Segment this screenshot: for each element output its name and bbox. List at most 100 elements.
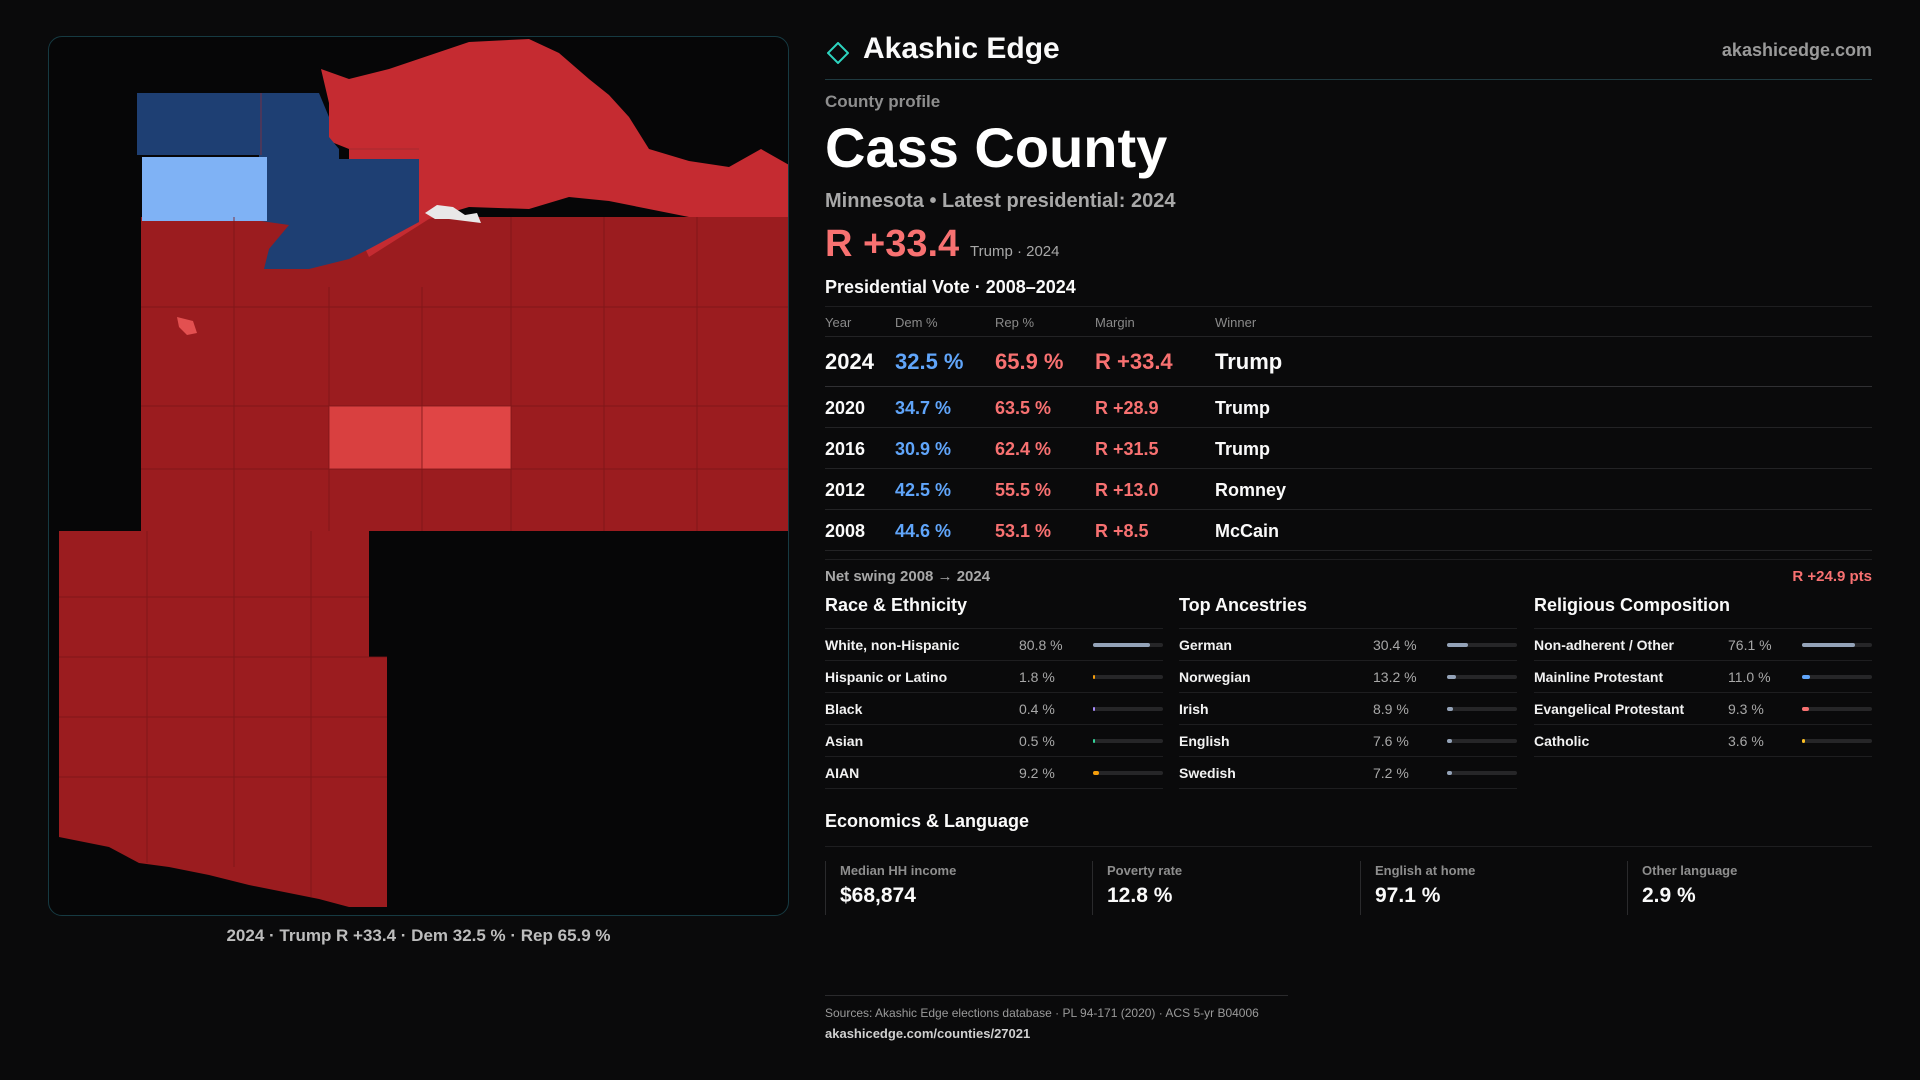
list-item: AIAN 9.2 % <box>825 757 1163 789</box>
county-map-panel <box>48 36 789 916</box>
item-bar-fill <box>1447 675 1457 679</box>
item-bar-track <box>1093 675 1163 679</box>
row-margin: R +33.4 <box>1095 349 1173 374</box>
religion-section: Religious Composition Non-adherent / Oth… <box>1534 595 1872 757</box>
item-bar-fill <box>1447 771 1453 775</box>
item-bar-track <box>1093 739 1163 743</box>
item-label: Evangelical Protestant <box>1534 701 1685 717</box>
item-bar-track <box>1802 707 1872 711</box>
item-label: Non-adherent / Other <box>1534 637 1675 653</box>
row-rep: 62.4 % <box>995 439 1052 459</box>
row-year: 2008 <box>825 521 866 541</box>
north-precinct-lines <box>260 93 419 155</box>
item-percent: 9.2 % <box>1019 765 1055 781</box>
item-label: Hispanic or Latino <box>825 669 948 685</box>
net-swing-label: Net swing 2008 → 2024 <box>825 568 991 585</box>
econ-card-poverty: Poverty rate 12.8 % <box>1092 861 1342 915</box>
list-item: White, non-Hispanic 80.8 % <box>825 629 1163 661</box>
item-bar-fill <box>1802 739 1805 743</box>
row-winner: Romney <box>1215 480 1287 500</box>
item-label: Catholic <box>1534 733 1590 749</box>
item-label: Swedish <box>1179 765 1236 781</box>
net-swing-value: R +24.9 pts <box>1792 568 1872 585</box>
item-percent: 9.3 % <box>1728 701 1764 717</box>
sources-footer: Sources: Akashic Edge elections database… <box>825 995 1288 1041</box>
row-year: 2016 <box>825 439 866 459</box>
item-bar-fill <box>1802 675 1810 679</box>
county-url-link[interactable]: akashicedge.com/counties/27021 <box>825 1026 1031 1041</box>
row-winner: Trump <box>1215 349 1283 374</box>
econ-card-label: Other language <box>1642 863 1738 878</box>
economics-cards: Median HH income $68,874 Poverty rate 12… <box>825 861 1872 941</box>
item-bar-track <box>1802 739 1872 743</box>
race-ethnicity-title: Race & Ethnicity <box>825 595 1163 629</box>
row-dem: 30.9 % <box>895 439 952 459</box>
list-item: Catholic 3.6 % <box>1534 725 1872 757</box>
row-margin: R +8.5 <box>1095 521 1149 541</box>
list-item: Evangelical Protestant 9.3 % <box>1534 693 1872 725</box>
header-margin: Margin <box>1095 315 1135 330</box>
row-rep: 65.9 % <box>995 349 1064 374</box>
item-bar-track <box>1447 707 1517 711</box>
item-percent: 8.9 % <box>1373 701 1409 717</box>
religion-title: Religious Composition <box>1534 595 1872 629</box>
item-label: Norwegian <box>1179 669 1251 685</box>
row-winner: McCain <box>1215 521 1280 541</box>
map-caption: 2024 · Trump R +33.4 · Dem 32.5 % · Rep … <box>226 926 611 945</box>
item-bar-track <box>1802 675 1872 679</box>
list-item: German 30.4 % <box>1179 629 1517 661</box>
item-bar-fill <box>1447 739 1453 743</box>
table-row: 2020 34.7 % 63.5 % R +28.9 Trump <box>825 387 1872 428</box>
county-profile-panel: Akashic Edge akashicedge.com County prof… <box>825 30 1872 941</box>
row-margin: R +31.5 <box>1095 439 1159 459</box>
margin-subtitle: Trump · 2024 <box>970 243 1060 260</box>
item-bar-fill <box>1093 771 1100 775</box>
precinct-light-blue <box>142 157 267 221</box>
item-percent: 13.2 % <box>1373 669 1417 685</box>
list-item: Norwegian 13.2 % <box>1179 661 1517 693</box>
item-percent: 3.6 % <box>1728 733 1764 749</box>
economics-title: Economics & Language <box>825 811 1872 847</box>
profile-subline: Minnesota • Latest presidential: 2024 <box>825 190 1176 212</box>
row-winner: Trump <box>1215 439 1271 459</box>
row-rep: 63.5 % <box>995 398 1052 418</box>
row-margin: R +28.9 <box>1095 398 1159 418</box>
row-winner: Trump <box>1215 398 1271 418</box>
brand-name: Akashic Edge <box>863 32 1060 65</box>
item-bar-fill <box>1447 643 1469 647</box>
row-margin: R +13.0 <box>1095 480 1159 500</box>
row-dem: 42.5 % <box>895 480 952 500</box>
row-year: 2024 <box>825 349 874 374</box>
row-year: 2020 <box>825 398 866 418</box>
net-swing-row: Net swing 2008 → 2024 R +24.9 pts <box>825 559 1872 589</box>
econ-card-other-language: Other language 2.9 % <box>1627 861 1877 915</box>
sources-text: Sources: Akashic Edge elections database… <box>825 1006 1259 1020</box>
item-percent: 76.1 % <box>1728 637 1772 653</box>
econ-card-label: Poverty rate <box>1107 863 1183 878</box>
row-year: 2012 <box>825 480 866 500</box>
item-label: English <box>1179 733 1230 749</box>
item-percent: 7.6 % <box>1373 733 1409 749</box>
precinct-region-dem-northwest <box>137 93 419 269</box>
item-label: Irish <box>1179 701 1209 717</box>
ancestry-title: Top Ancestries <box>1179 595 1517 629</box>
row-dem: 32.5 % <box>895 349 964 374</box>
brand-url[interactable]: akashicedge.com <box>1721 40 1872 60</box>
lake-feature <box>425 205 481 223</box>
item-bar-track <box>1093 707 1163 711</box>
item-label: AIAN <box>825 765 860 781</box>
precinct-light-red-east <box>422 406 511 469</box>
item-bar-fill <box>1093 643 1150 647</box>
item-bar-track <box>1447 643 1517 647</box>
precinct-grid <box>59 217 788 897</box>
econ-card-label: English at home <box>1375 863 1476 878</box>
ancestry-section: Top Ancestries German 30.4 % Norwegian 13.2… <box>1179 595 1517 789</box>
econ-card-income: Median HH income $68,874 <box>825 861 1075 915</box>
item-bar-track <box>1802 643 1872 647</box>
econ-card-value: 2.9 % <box>1642 884 1696 907</box>
item-label: Asian <box>825 733 864 749</box>
econ-card-value: 12.8 % <box>1107 884 1173 907</box>
econ-card-label: Median HH income <box>840 863 957 878</box>
item-label: German <box>1179 637 1232 653</box>
item-bar-fill <box>1802 643 1856 647</box>
